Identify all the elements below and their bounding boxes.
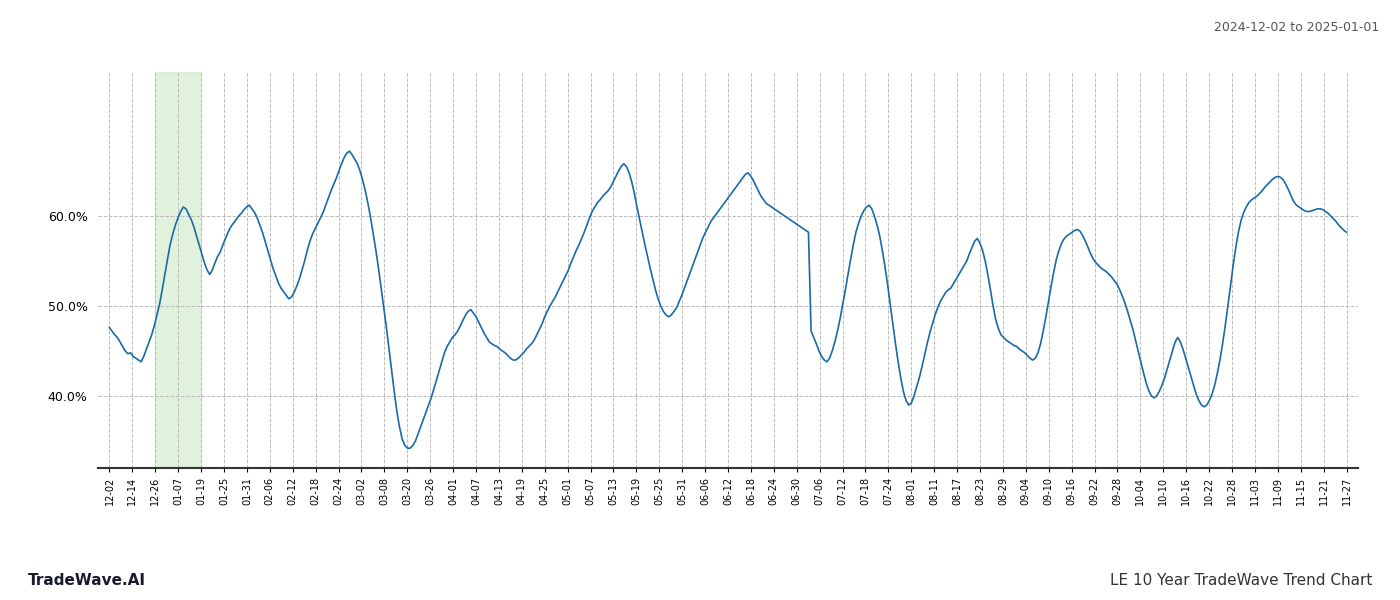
Text: TradeWave.AI: TradeWave.AI	[28, 573, 146, 588]
Text: 2024-12-02 to 2025-01-01: 2024-12-02 to 2025-01-01	[1214, 21, 1379, 34]
Bar	[155, 72, 202, 468]
Text: LE 10 Year TradeWave Trend Chart: LE 10 Year TradeWave Trend Chart	[1110, 573, 1372, 588]
